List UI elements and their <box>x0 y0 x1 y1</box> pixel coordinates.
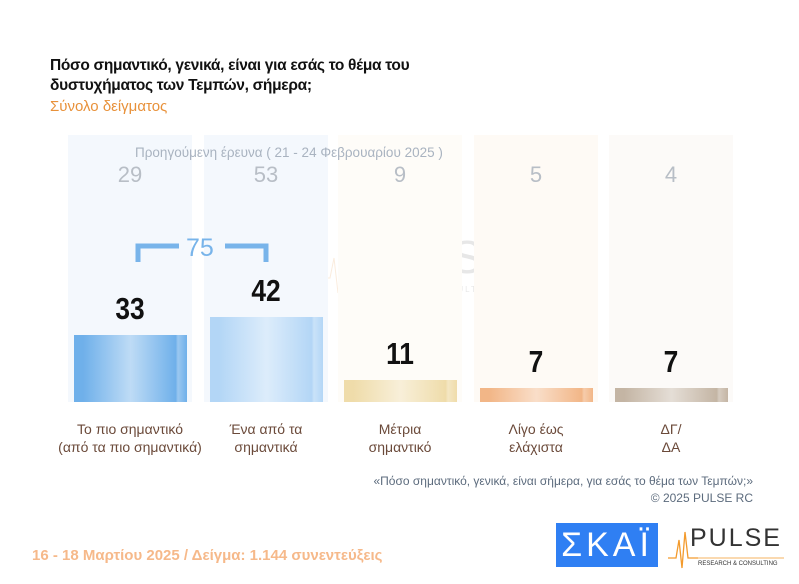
value-label: 11 <box>386 335 414 371</box>
previous-value-label: 9 <box>393 162 407 187</box>
category-label-line: σημαντικό <box>368 439 432 455</box>
combined-bracket <box>135 243 269 262</box>
chart-title: Πόσο σημαντικό, γενικά, είναι για εσάς τ… <box>50 57 410 94</box>
category-label-line: Μέτρια <box>378 421 422 437</box>
category-label: Μέτρια σημαντικό <box>315 420 485 456</box>
column-background <box>474 135 598 402</box>
category-label: Λίγο έως ελάχιστα <box>451 420 621 456</box>
value-label: 42 <box>251 272 281 308</box>
bar <box>74 335 187 402</box>
value-label: 7 <box>663 343 679 379</box>
value-label: 7 <box>528 343 544 379</box>
previous-survey-label: Προηγούμενη έρευνα ( 21 - 24 Φεβρουαρίου… <box>135 145 443 160</box>
survey-footer: 16 - 18 Μαρτίου 2025 / Δείγμα: 1.144 συν… <box>32 547 383 564</box>
category-label-line: ΔΑ <box>661 439 681 455</box>
previous-value-label: 53 <box>253 162 279 187</box>
bar <box>344 379 457 402</box>
skai-logo: ΣΚΑΪ <box>556 523 658 567</box>
question-note: «Πόσο σημαντικό, γενικά, είναι σήμερα, γ… <box>373 474 753 488</box>
category-label-line: Ένα από τα <box>229 421 303 437</box>
combined-value: 75 <box>186 234 214 262</box>
category-label-line: Λίγο έως <box>508 421 564 437</box>
category-label: ΔΓ/ΔΑ <box>586 420 756 456</box>
svg-text:RESEARCH & CONSULTING: RESEARCH & CONSULTING <box>698 561 778 567</box>
chart-subtitle: Σύνολο δείγματος <box>50 98 168 115</box>
svg-text:PULSE: PULSE <box>690 524 782 552</box>
previous-value-label: 4 <box>664 162 678 187</box>
previous-value-label: 5 <box>529 162 543 187</box>
category-label-line: (από τα πιο σημαντικά) <box>58 439 202 455</box>
bar <box>210 316 323 402</box>
copyright: © 2025 PULSE RC <box>650 491 753 505</box>
bar <box>480 387 593 402</box>
pulse-logo: PULSE RESEARCH & CONSULTING <box>668 524 784 569</box>
column-background <box>609 135 733 402</box>
source-note: «Πόσο σημαντικό, γενικά, είναι σήμερα, γ… <box>373 473 753 507</box>
bar <box>615 387 728 402</box>
value-label: 33 <box>115 291 145 326</box>
category-label-line: σημαντικά <box>234 439 298 455</box>
category-label-line: Το πιο σημαντικό <box>77 421 183 437</box>
column-background <box>338 135 462 402</box>
category-label: Το πιο σημαντικό (από τα πιο σημαντικά) <box>45 420 215 456</box>
category-label-line: ελάχιστα <box>509 439 563 455</box>
previous-value-label: 29 <box>117 162 143 187</box>
category-label-line: ΔΓ/ <box>660 421 682 437</box>
category-label: Ένα από τα σημαντικά <box>181 420 351 456</box>
